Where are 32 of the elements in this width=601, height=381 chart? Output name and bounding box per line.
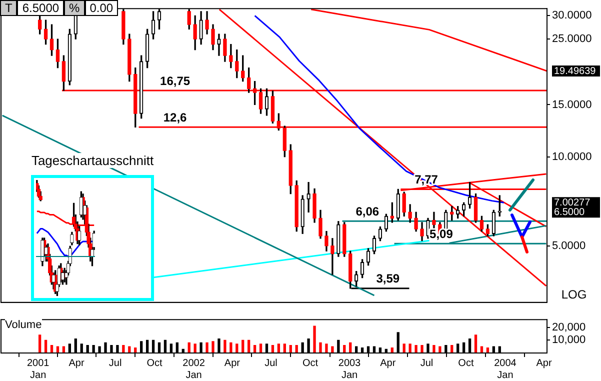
x-tick-label: Oct: [458, 358, 474, 369]
x-tick-label: Apr: [536, 358, 552, 369]
x-tick-label: 2002 Jan: [182, 358, 206, 381]
annotation: 16,75: [160, 74, 190, 88]
y-tick-label: 10.0000: [552, 150, 592, 163]
text: 19.49639: [554, 66, 596, 77]
x-tick-label: Apr: [68, 358, 85, 369]
y-tick-label: 15.0000: [552, 98, 592, 111]
x-tick-label: 2004 Jan: [494, 358, 517, 381]
y-axis-title: LOG: [561, 288, 587, 302]
x-tick-label: Jul: [108, 358, 122, 369]
x-tick-label: 2001 Jan: [26, 358, 50, 381]
x-tick-label: Jul: [264, 358, 278, 369]
y-tick-label: 5.0000: [552, 240, 586, 252]
annotation: 12,6: [163, 110, 188, 124]
x-tick-label: Apr: [380, 358, 396, 369]
y-tick-label: 25.0000: [552, 33, 592, 46]
chart-subtitle: T 6.5000 % 0.00: [0, 0, 118, 16]
y-tick-label: 20,000: [552, 321, 586, 334]
annotation: 6,06: [356, 204, 380, 218]
x-tick-label: Apr: [224, 358, 241, 369]
x-tick-label: Oct: [146, 358, 163, 369]
annotation: 3,59: [376, 272, 400, 286]
y-tick-label: 30.0000: [552, 10, 592, 22]
x-tick-label: Oct: [302, 358, 318, 369]
x-tick-label: 2003 Jan: [338, 358, 362, 381]
x-tick-label: Jul: [420, 358, 434, 369]
text: 6.5000: [554, 206, 586, 218]
chart-title: Tageschartausschnitt: [31, 153, 154, 168]
text: 7.00277: [554, 197, 591, 208]
chart-title: Volume: [5, 319, 42, 331]
y-tick-label: 10,000: [552, 334, 586, 346]
